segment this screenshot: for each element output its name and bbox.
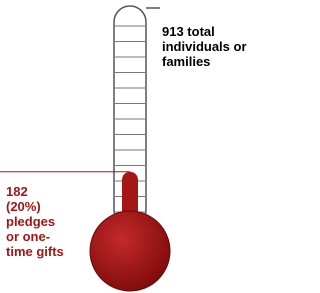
- bulb: [90, 211, 170, 291]
- thermometer-chart: 913 total individuals or families 182 (2…: [0, 0, 254, 293]
- value-label: 182 (20%) pledges or one-time gifts: [6, 184, 64, 259]
- goal-label: 913 total individuals or families: [162, 24, 254, 69]
